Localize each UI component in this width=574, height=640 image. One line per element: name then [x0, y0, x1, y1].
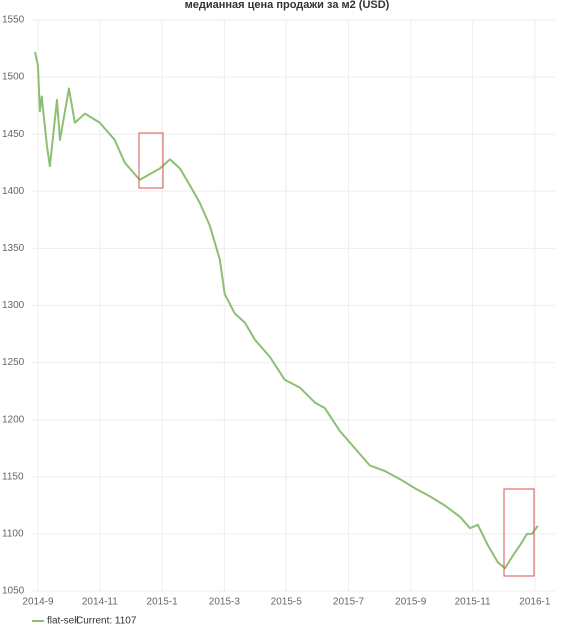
y-tick-label: 1500 [2, 72, 25, 83]
y-tick-label: 1350 [2, 243, 25, 254]
legend-label[interactable]: flat-sell [47, 616, 79, 627]
chart-title: медианная цена продажи за м2 (USD) [185, 0, 390, 11]
x-tick-label: 2015-1 [147, 597, 179, 608]
y-tick-label: 1450 [2, 129, 25, 140]
y-tick-label: 1150 [2, 471, 24, 482]
x-tick-label: 2015-9 [395, 597, 427, 608]
y-tick-label: 1250 [2, 357, 25, 368]
x-tick-label: 2016-1 [519, 597, 551, 608]
x-tick-label: 2014-11 [82, 597, 118, 608]
plot-area: 1050 1100 1150 1200 1250 1300 1350 1400 1450 1500… [2, 15, 555, 608]
y-tick-label: 1100 [2, 529, 24, 540]
x-tick-label: 2015-3 [209, 597, 241, 608]
x-tick-label: 2015-5 [271, 597, 303, 608]
y-tick-label: 1400 [2, 186, 25, 197]
highlight-box [138, 132, 164, 189]
y-tick-label: 1050 [2, 586, 25, 597]
y-tick-label: 1200 [2, 414, 25, 425]
x-tick-label: 2015-11 [455, 597, 491, 608]
legend-current: Current: 1107 [76, 616, 137, 627]
y-tick-label: 1300 [2, 300, 25, 311]
x-tick-label: 2014-9 [22, 597, 54, 608]
highlight-box [503, 488, 535, 577]
y-tick-label: 1550 [2, 15, 25, 26]
x-tick-label: 2015-7 [333, 597, 365, 608]
line-series [34, 51, 539, 570]
